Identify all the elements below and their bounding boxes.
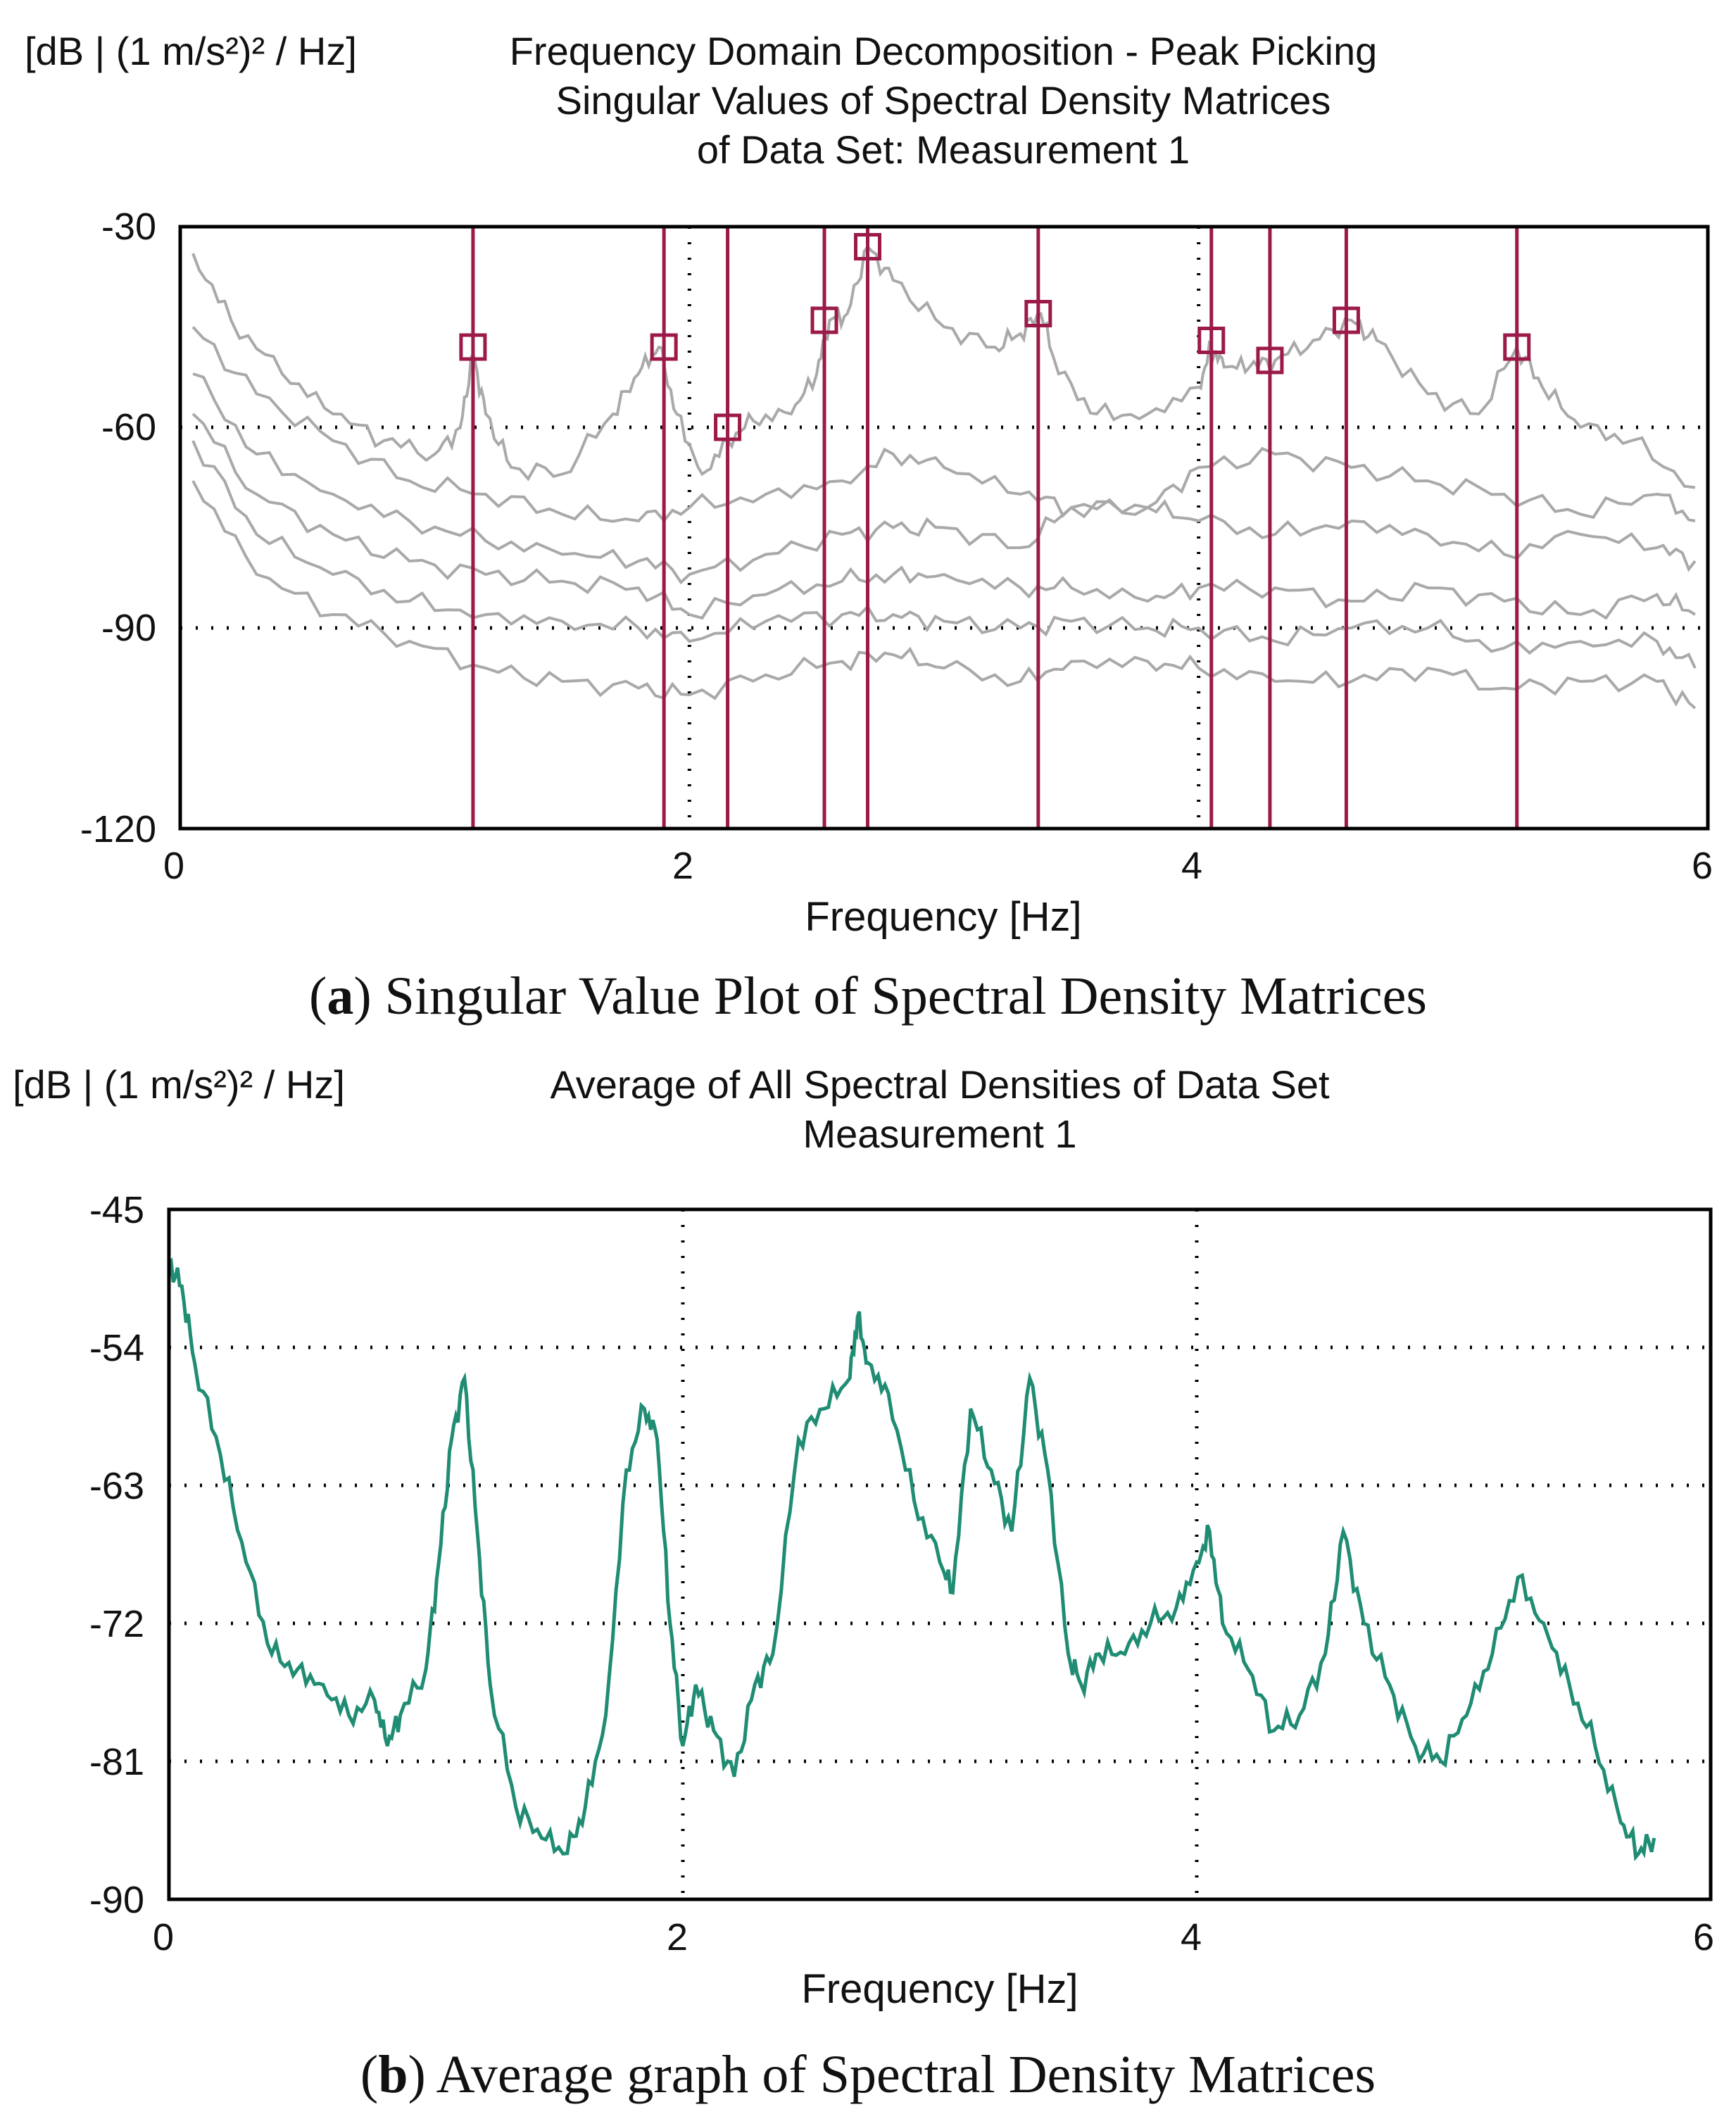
peak-marker-4: [810, 306, 838, 334]
panel-b-ytick-label: -72: [89, 1603, 144, 1645]
panel-a-caption: (a) Singular Value Plot of Spectral Dens…: [309, 967, 1427, 1026]
panel-b-average-curve: [168, 1257, 1656, 1861]
singular-value-line-5: [191, 440, 1697, 669]
peak-marker-7: [1197, 327, 1226, 354]
panel-b-caption-text: Average graph of Spectral Density Matric…: [436, 2045, 1376, 2104]
peak-marker-9: [1332, 306, 1360, 334]
panel-b-caption: (b) Average graph of Spectral Density Ma…: [360, 2045, 1376, 2104]
panel-b-xtick-label: 0: [153, 1916, 174, 1958]
peak-marker-5: [854, 233, 881, 260]
peak-marker-2: [650, 333, 678, 361]
panel-a-caption-letter: a: [327, 967, 353, 1026]
panel-a-plot-frame: [178, 225, 1710, 831]
peak-marker-3: [714, 413, 742, 441]
panel-b-ytick-label: -45: [89, 1189, 144, 1231]
panel-a-unit-label: [dB | (1 m/s²)² / Hz]: [25, 29, 357, 73]
singular-value-line-3: [192, 372, 1697, 585]
panel-a-xtick-label: 4: [1181, 845, 1202, 887]
panel-b-xtick-label: 2: [667, 1916, 688, 1958]
peak-marker-6: [1024, 300, 1052, 327]
panel-b-caption-letter: b: [378, 2045, 408, 2104]
panel-b-xtick-label: 4: [1181, 1916, 1202, 1958]
panel-a-title-line-2: Singular Values of Spectral Density Matr…: [556, 78, 1331, 122]
panel-a-title-line-3: of Data Set: Measurement 1: [697, 127, 1190, 172]
panel-a-ytick-label: -120: [80, 808, 156, 850]
panel-b-plot-frame: [167, 1207, 1713, 1901]
panel-b-ytick-label: -81: [89, 1741, 144, 1783]
panel-a-xtick-label: 6: [1692, 845, 1713, 887]
panel-b-gridlines: [169, 1209, 1711, 1899]
panel-a-singular-value-curves: [191, 244, 1697, 710]
peak-marker-1: [459, 333, 487, 361]
panel-a-peak-markers: [459, 227, 1531, 829]
panel-a-xtick-label: 2: [672, 845, 693, 887]
panel-b-unit-label: [dB | (1 m/s²)² / Hz]: [13, 1062, 345, 1107]
panel-b-title-line-1: Average of All Spectral Densities of Dat…: [550, 1062, 1330, 1107]
panel-b-ytick-label: -54: [89, 1327, 144, 1369]
panel-a-ytick-label: -30: [101, 206, 156, 248]
singular-value-line-1: [191, 244, 1696, 489]
panel-b-ytick-label: -90: [89, 1879, 144, 1921]
panel-a-xtick-label: 0: [163, 845, 184, 887]
panel-b-xtick-label: 6: [1693, 1916, 1714, 1958]
panel-a-ytick-label: -60: [101, 406, 156, 448]
peak-marker-10: [1503, 333, 1531, 361]
peak-marker-8: [1256, 346, 1284, 375]
panel-b: [dB | (1 m/s²)² / Hz] Average of All Spe…: [13, 1062, 1714, 2104]
panel-b-ytick-label: -63: [89, 1465, 144, 1507]
singular-value-line-6: [191, 480, 1697, 710]
panel-a-x-axis-label: Frequency [Hz]: [805, 894, 1081, 940]
average-spectral-density-line: [168, 1257, 1656, 1861]
panel-b-x-axis-label: Frequency [Hz]: [801, 1966, 1078, 2012]
panel-a-ytick-label: -90: [101, 607, 156, 649]
panel-a-caption-text: Singular Value Plot of Spectral Density …: [385, 967, 1427, 1026]
panel-a-title-line-1: Frequency Domain Decomposition - Peak Pi…: [510, 29, 1378, 73]
panel-a: [dB | (1 m/s²)² / Hz] Frequency Domain D…: [25, 29, 1713, 1026]
singular-value-line-4: [191, 413, 1696, 620]
singular-value-line-2: [191, 326, 1696, 523]
panel-b-title-line-2: Measurement 1: [803, 1112, 1076, 1156]
